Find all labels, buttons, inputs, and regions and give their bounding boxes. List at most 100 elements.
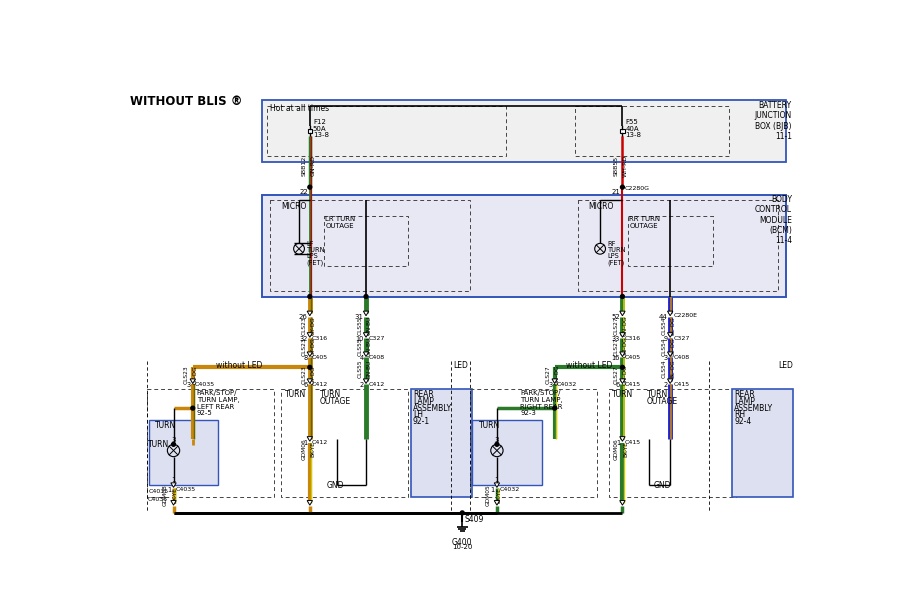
Text: 21: 21 xyxy=(612,188,621,195)
Polygon shape xyxy=(307,352,312,357)
Text: TURN: TURN xyxy=(155,422,176,430)
Text: 9: 9 xyxy=(664,336,668,342)
Polygon shape xyxy=(363,379,369,384)
Polygon shape xyxy=(307,501,312,505)
Bar xyxy=(627,216,713,266)
Text: TURN: TURN xyxy=(320,390,341,399)
Text: C316: C316 xyxy=(312,336,329,341)
Text: CLS23: CLS23 xyxy=(301,317,306,335)
Polygon shape xyxy=(307,332,312,337)
Text: TURN LAMP,: TURN LAMP, xyxy=(520,396,563,403)
Text: LF: LF xyxy=(307,241,314,247)
Text: BL-OG: BL-OG xyxy=(671,359,676,378)
Text: 3: 3 xyxy=(172,437,176,443)
Polygon shape xyxy=(494,501,499,505)
Text: LPS: LPS xyxy=(307,253,319,259)
Text: TURN: TURN xyxy=(307,247,325,253)
Polygon shape xyxy=(667,379,673,384)
Text: C415: C415 xyxy=(673,382,689,387)
Circle shape xyxy=(620,365,625,369)
Polygon shape xyxy=(552,379,558,384)
Text: WITHOUT BLIS ®: WITHOUT BLIS ® xyxy=(130,95,242,108)
Polygon shape xyxy=(307,379,312,384)
Text: 1: 1 xyxy=(495,478,499,484)
Text: 1: 1 xyxy=(616,440,620,447)
Text: BATTERY
JUNCTION
BOX (BJB)
11-1: BATTERY JUNCTION BOX (BJB) 11-1 xyxy=(755,101,792,141)
Text: C327: C327 xyxy=(369,336,385,341)
Text: 92-5: 92-5 xyxy=(197,411,212,417)
Text: C412: C412 xyxy=(312,382,329,387)
Polygon shape xyxy=(307,437,312,441)
Text: S409: S409 xyxy=(465,515,484,524)
Text: 50A: 50A xyxy=(313,126,327,132)
Text: LEFT REAR: LEFT REAR xyxy=(197,404,234,409)
Text: Hot at all times: Hot at all times xyxy=(270,104,329,113)
Text: 1: 1 xyxy=(167,487,172,493)
Text: 3: 3 xyxy=(186,382,191,388)
Bar xyxy=(262,100,785,162)
Text: C405: C405 xyxy=(625,355,641,360)
Text: 40A: 40A xyxy=(626,126,639,132)
Text: GDM08: GDM08 xyxy=(163,484,168,506)
Text: GND: GND xyxy=(654,481,671,490)
Text: 92-3: 92-3 xyxy=(520,411,536,417)
Text: 92-4: 92-4 xyxy=(734,417,751,426)
Text: CLS55: CLS55 xyxy=(358,359,362,378)
Text: CLS54: CLS54 xyxy=(662,337,666,356)
Text: 4: 4 xyxy=(360,355,364,361)
Text: LED: LED xyxy=(778,361,793,370)
Text: GN-OG: GN-OG xyxy=(623,315,628,336)
Bar xyxy=(262,195,785,296)
Bar xyxy=(472,420,541,485)
Text: REAR: REAR xyxy=(413,390,434,399)
Text: BL-OG: BL-OG xyxy=(671,317,676,335)
Text: 33: 33 xyxy=(612,336,620,342)
Text: C327: C327 xyxy=(673,336,689,341)
Text: BL-OG: BL-OG xyxy=(671,337,676,356)
Text: TURN: TURN xyxy=(147,440,169,449)
Text: 6: 6 xyxy=(616,382,620,388)
Text: BK-YE: BK-YE xyxy=(623,441,628,457)
Text: C316: C316 xyxy=(625,336,641,341)
Circle shape xyxy=(620,295,625,298)
Text: ASSEMBLY: ASSEMBLY xyxy=(734,404,774,412)
Text: GY-OG: GY-OG xyxy=(192,365,198,384)
Text: C4032: C4032 xyxy=(499,487,519,492)
Text: 10-20: 10-20 xyxy=(452,544,472,550)
Text: RH: RH xyxy=(734,411,745,420)
Text: 31: 31 xyxy=(355,314,364,320)
Polygon shape xyxy=(363,332,369,337)
Polygon shape xyxy=(620,352,625,357)
Bar xyxy=(576,106,729,156)
Text: CLS23: CLS23 xyxy=(183,365,188,384)
Text: OUTAGE: OUTAGE xyxy=(629,223,658,229)
Text: 10: 10 xyxy=(355,336,364,342)
Bar xyxy=(146,389,273,497)
Text: 1: 1 xyxy=(172,478,176,484)
Circle shape xyxy=(620,185,625,189)
Text: 3: 3 xyxy=(548,382,552,388)
Text: C4035: C4035 xyxy=(148,497,168,501)
Text: 2: 2 xyxy=(360,382,364,388)
Text: RF: RF xyxy=(607,241,617,247)
Text: 3: 3 xyxy=(664,355,668,361)
Text: C4032: C4032 xyxy=(557,382,577,387)
Text: OUTAGE: OUTAGE xyxy=(647,396,678,406)
Text: 1: 1 xyxy=(490,487,495,493)
Bar xyxy=(732,389,794,497)
Text: GDM06: GDM06 xyxy=(301,438,306,460)
Text: TURN LAMP,: TURN LAMP, xyxy=(197,396,240,403)
Bar xyxy=(323,216,409,266)
Text: 13-8: 13-8 xyxy=(313,132,329,138)
Text: CLS55: CLS55 xyxy=(358,317,362,335)
Text: C412: C412 xyxy=(312,440,329,445)
Text: GY-OG: GY-OG xyxy=(311,317,315,335)
Text: 1: 1 xyxy=(303,440,308,447)
Text: 92-1: 92-1 xyxy=(413,417,430,426)
Circle shape xyxy=(172,442,175,447)
Text: (FET): (FET) xyxy=(307,259,324,266)
Bar xyxy=(149,420,218,485)
Text: C4035: C4035 xyxy=(176,487,196,492)
Text: 22: 22 xyxy=(300,188,309,195)
Text: without LED: without LED xyxy=(566,361,613,370)
